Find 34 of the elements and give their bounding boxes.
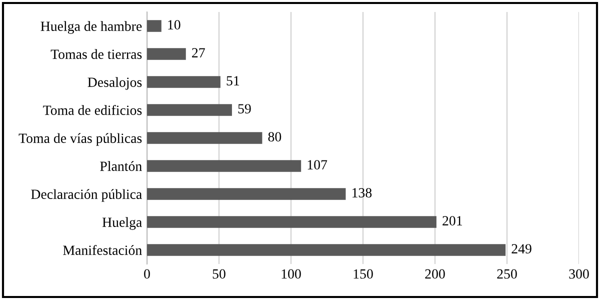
bar <box>147 160 302 172</box>
x-tick-label: 150 <box>354 269 373 279</box>
y-tick-label: Huelga de hambre <box>40 21 142 34</box>
data-label: 59 <box>238 104 251 114</box>
bar <box>147 20 162 32</box>
x-tick-label: 300 <box>569 269 589 279</box>
y-tick-label: Manifestación <box>63 245 142 255</box>
bar <box>147 244 506 256</box>
y-tick-label: Tomas de tierras <box>50 49 142 59</box>
bar <box>147 188 346 200</box>
bar <box>147 76 220 88</box>
data-label: 27 <box>192 48 205 58</box>
bar <box>147 104 232 116</box>
data-label: 201 <box>442 216 462 226</box>
x-tick-label: 0 <box>144 269 150 279</box>
y-tick-label: Plantón <box>100 161 142 171</box>
x-tick-label: 250 <box>497 269 517 279</box>
data-label: 80 <box>268 132 282 142</box>
data-label: 249 <box>512 244 532 254</box>
y-tick-label: Desalojos <box>88 77 142 90</box>
bar <box>147 132 262 144</box>
x-tick-label: 100 <box>282 269 301 279</box>
y-tick-label: Declaración pública <box>31 189 142 202</box>
y-tick-label: Toma de edificios <box>43 105 142 115</box>
data-label: 107 <box>308 160 328 170</box>
bar <box>147 216 436 228</box>
x-tick-label: 50 <box>212 269 226 279</box>
y-tick-label: Huelga <box>102 217 142 230</box>
data-label: 138 <box>352 188 372 198</box>
bar <box>147 48 186 60</box>
y-tick-label: Toma de vías públicas <box>18 133 142 146</box>
x-tick-label: 200 <box>425 269 445 279</box>
data-label: 51 <box>226 76 240 86</box>
data-label: 10 <box>168 20 180 30</box>
